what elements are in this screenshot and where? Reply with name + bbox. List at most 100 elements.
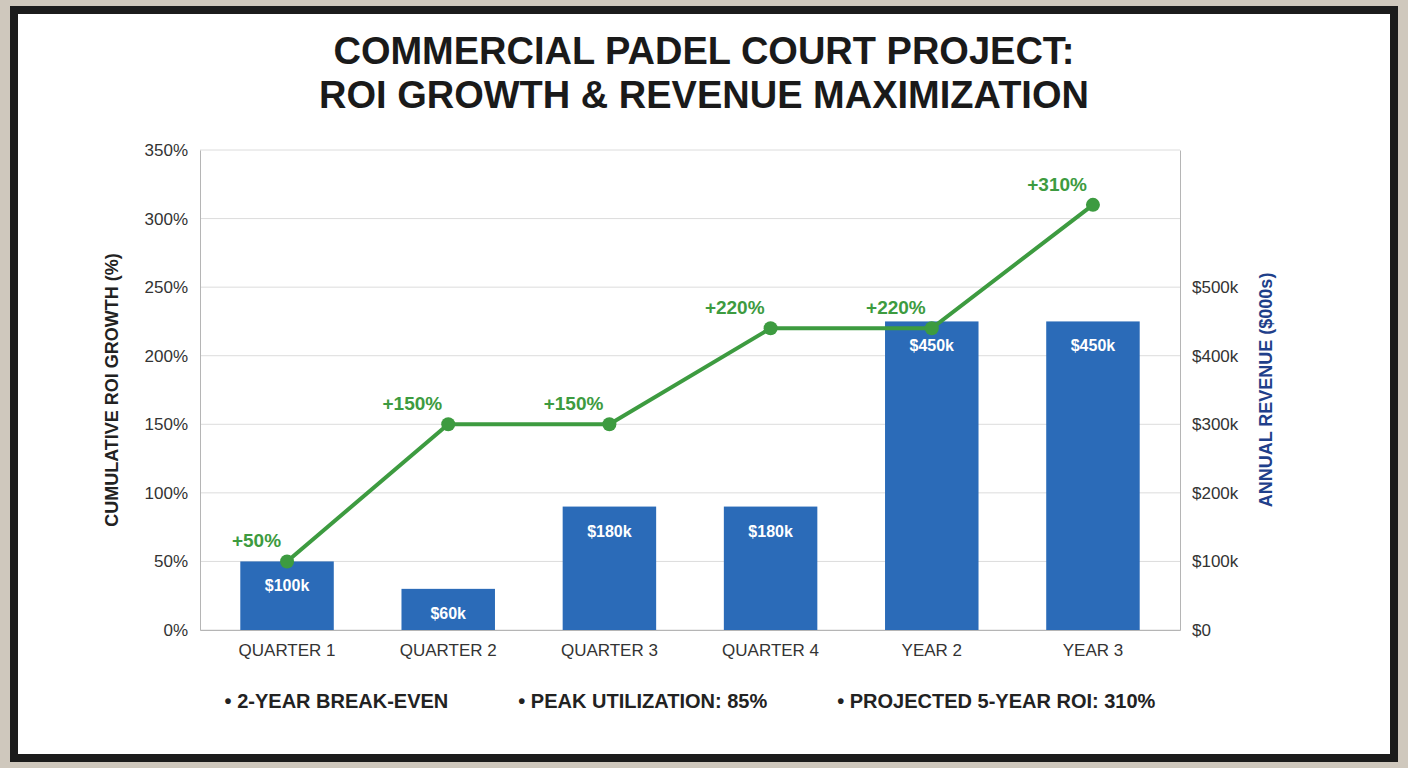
grid-line — [200, 492, 1180, 493]
grid-line — [200, 287, 1180, 288]
annotations: • 2-YEAR BREAK-EVEN • PEAK UTILIZATION: 8… — [225, 690, 1156, 712]
y2-axis-line — [1180, 151, 1181, 631]
line-label-group: +220% — [863, 296, 929, 319]
line-label: +50% — [232, 530, 281, 551]
y2-axis-tick: $0 — [1180, 621, 1211, 640]
y-axis-tick: 200% — [145, 347, 200, 366]
y-axis-tick: 0% — [163, 621, 200, 640]
y2-axis-tick: $100k — [1180, 552, 1239, 571]
y2-axis-tick-label: $0 — [1192, 621, 1211, 640]
line-label: +220% — [705, 297, 765, 318]
bar-label: $450k — [910, 337, 955, 354]
grid-line — [200, 355, 1180, 356]
line-marker — [1086, 198, 1100, 212]
y-axis-tick-label: 150% — [145, 415, 188, 434]
line-marker — [925, 321, 939, 335]
line-label-group: +150% — [541, 392, 607, 415]
y2-axis-tick-label: $200k — [1192, 484, 1239, 503]
y2-axis-tick: $300k — [1180, 415, 1239, 434]
x-axis-tick: YEAR 3 — [1063, 641, 1123, 660]
y-axis-tick: 100% — [145, 484, 200, 503]
board-frame — [14, 10, 1394, 758]
bar — [885, 321, 978, 630]
y-axis-tick-label: 0% — [163, 621, 188, 640]
line-marker — [602, 417, 616, 431]
bar-label: $180k — [748, 523, 793, 540]
grid-line — [200, 424, 1180, 425]
bar — [724, 507, 817, 630]
plot-marks — [240, 198, 1139, 630]
line-marker — [280, 554, 294, 568]
line-label-group: +220% — [702, 296, 768, 319]
x-axis-tick-label: QUARTER 3 — [561, 641, 658, 660]
line-label-patch — [229, 529, 284, 552]
x-axis-tick: QUARTER 3 — [561, 641, 658, 660]
y2-axis-tick: $400k — [1180, 347, 1239, 366]
chart-svg: COMMERCIAL PADEL COURT PROJECT:ROI GROWT… — [0, 0, 1408, 768]
bar-label: $180k — [587, 523, 632, 540]
x-axis-tick-label: YEAR 3 — [1063, 641, 1123, 660]
x-axis-tick: QUARTER 1 — [239, 641, 336, 660]
y2-axis-tick-label: $100k — [1192, 552, 1239, 571]
y-axis-tick: 350% — [145, 141, 200, 160]
line-label-patch — [541, 392, 607, 415]
line-label-patch — [1024, 173, 1090, 196]
x-axis-tick-label: QUARTER 2 — [400, 641, 497, 660]
line-marker — [764, 321, 778, 335]
line-label-patch — [863, 296, 929, 319]
y-axis-tick-label: 200% — [145, 347, 188, 366]
y2-axis-tick: $200k — [1180, 484, 1239, 503]
grid-line — [200, 630, 1180, 631]
bar-label: $100k — [265, 577, 310, 594]
line-label-group: +50% — [229, 529, 284, 552]
y2-axis-tick-label: $400k — [1192, 347, 1239, 366]
bar — [1046, 321, 1139, 630]
y-axis-tick-label: 100% — [145, 484, 188, 503]
bar-label: $450k — [1071, 337, 1116, 354]
annotation: • 2-YEAR BREAK-EVEN — [225, 690, 449, 712]
line-label: +310% — [1027, 174, 1087, 195]
bar — [563, 507, 656, 630]
y-axis-tick: 250% — [145, 278, 200, 297]
y-axis-tick: 300% — [145, 210, 200, 229]
x-axis-line — [201, 630, 1181, 631]
line-label-group: +310% — [1024, 173, 1090, 196]
chart-title-line: COMMERCIAL PADEL COURT PROJECT: — [333, 30, 1074, 72]
data-labels: $100k $60k $180k $180k $450k $450k +50% +150% +1… — [229, 173, 1115, 622]
grid-line — [200, 561, 1180, 562]
grid-line — [200, 150, 1180, 151]
x-axis: QUARTER 1 QUARTER 2 QUARTER 3 QUARTER 4 YEAR… — [201, 631, 1181, 661]
line-label: +220% — [866, 297, 926, 318]
y2-axis-tick-label: $500k — [1192, 278, 1239, 297]
line-marker — [441, 417, 455, 431]
chart-container: COMMERCIAL PADEL COURT PROJECT:ROI GROWT… — [0, 0, 1408, 768]
line-label: +150% — [383, 393, 443, 414]
x-axis-tick-label: QUARTER 1 — [239, 641, 336, 660]
x-axis-tick-label: QUARTER 4 — [722, 641, 819, 660]
y-axis-tick-label: 250% — [145, 278, 188, 297]
grid — [200, 150, 1180, 630]
x-axis-tick: YEAR 2 — [902, 641, 962, 660]
line-label-patch — [380, 392, 446, 415]
bar — [401, 589, 494, 630]
y2-axis: $0 $100k $200k $300k $400k $500k — [1180, 151, 1239, 640]
annotation: • PROJECTED 5-YEAR ROI: 310% — [837, 690, 1155, 712]
line-label-patch — [702, 296, 768, 319]
y-axis-tick: 50% — [154, 552, 200, 571]
x-axis-tick: QUARTER 2 — [400, 641, 497, 660]
annotation: • PEAK UTILIZATION: 85% — [518, 690, 767, 712]
y-axis-title: CUMULATIVE ROI GROWTH (%) — [102, 253, 122, 527]
y-axis-tick-label: 300% — [145, 210, 188, 229]
y2-axis-tick-label: $300k — [1192, 415, 1239, 434]
bar-label: $60k — [430, 605, 466, 622]
y-axis-tick-label: 50% — [154, 552, 188, 571]
line-label-group: +150% — [380, 392, 446, 415]
chart-title: COMMERCIAL PADEL COURT PROJECT:ROI GROWT… — [319, 30, 1089, 116]
y-axis-tick: 150% — [145, 415, 200, 434]
y2-axis-title: ANNUAL REVENUE ($000s) — [1256, 273, 1276, 508]
x-axis-tick: QUARTER 4 — [722, 641, 819, 660]
line — [287, 205, 1093, 562]
x-axis-tick-label: YEAR 2 — [902, 641, 962, 660]
line-label: +150% — [544, 393, 604, 414]
y-axis-line — [200, 151, 201, 631]
